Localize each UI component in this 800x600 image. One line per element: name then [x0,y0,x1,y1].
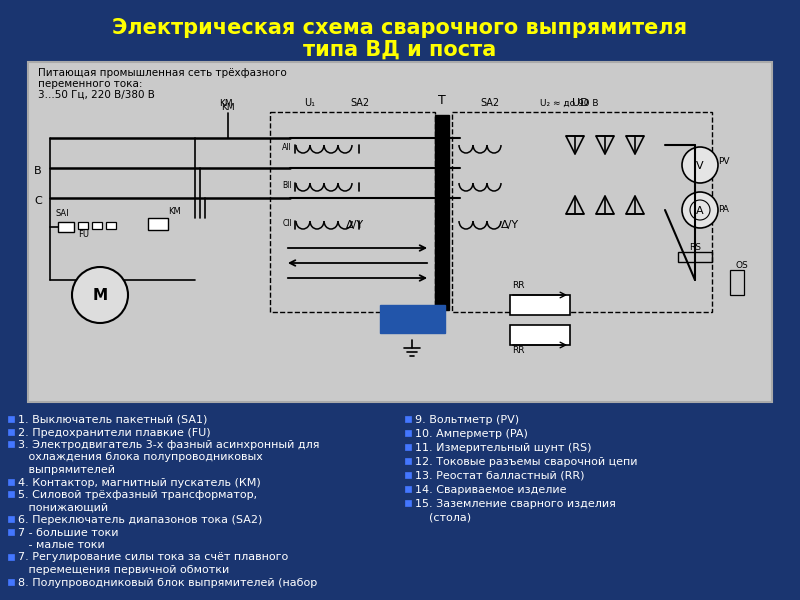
Bar [28,62,772,402]
Text: AII: AII [282,143,292,152]
Text: C: C [34,196,42,206]
Bar [8,491,14,497]
Bar [8,578,14,584]
Text: PA: PA [718,205,729,214]
Bar [8,529,14,535]
Bar [106,222,116,229]
Text: 5. Силовой трёхфазный трансформатор,: 5. Силовой трёхфазный трансформатор, [18,490,257,500]
Text: охлаждения блока полупроводниковых: охлаждения блока полупроводниковых [18,452,263,463]
Bar [92,222,102,229]
Bar [148,218,168,230]
Text: UD: UD [572,98,588,108]
Bar [510,295,570,315]
Bar [405,500,411,506]
Bar [270,112,435,312]
Text: CII: CII [282,220,292,229]
Circle shape [682,147,718,183]
Text: 1. Выключатель пакетный (SA1): 1. Выключатель пакетный (SA1) [18,415,207,425]
Text: 7. Регулирование силы тока за счёт плавного: 7. Регулирование силы тока за счёт плавн… [18,553,288,563]
Bar [405,430,411,436]
Text: Питающая промышленная сеть трёхфазного: Питающая промышленная сеть трёхфазного [38,68,286,78]
Text: U₁: U₁ [305,98,315,108]
Bar [405,458,411,464]
Circle shape [682,192,718,228]
Bar [452,112,712,312]
Bar [405,486,411,492]
Text: OS: OS [735,260,748,269]
Text: Δ/Y: Δ/Y [501,220,519,230]
Bar [8,516,14,522]
Text: 14. Свариваемое изделие: 14. Свариваемое изделие [415,485,566,495]
Text: 7 - большие токи: 7 - большие токи [18,527,118,538]
Text: типа ВД и поста: типа ВД и поста [303,40,497,60]
Text: B: B [34,166,42,176]
Text: 4. Контактор, магнитный пускатель (КМ): 4. Контактор, магнитный пускатель (КМ) [18,478,261,487]
Text: 11. Измерительный шунт (RS): 11. Измерительный шунт (RS) [415,443,591,453]
Bar [58,222,74,232]
Text: M: M [93,289,107,304]
Bar [730,270,744,295]
Bar [78,222,88,229]
Text: 6. Переключатель диапазонов тока (SA2): 6. Переключатель диапазонов тока (SA2) [18,515,262,525]
Bar [8,416,14,422]
Bar [405,472,411,478]
Text: выпрямителей: выпрямителей [18,465,115,475]
Bar [8,479,14,485]
Text: RR: RR [512,281,525,290]
Text: SA2: SA2 [350,98,370,108]
Text: SA2: SA2 [481,98,499,108]
Text: FU: FU [78,230,89,239]
Text: перемещения первичной обмотки: перемещения первичной обмотки [18,565,230,575]
Text: A: A [696,206,704,216]
Text: PV: PV [718,157,730,166]
Text: 15. Заземление сварного изделия: 15. Заземление сварного изделия [415,499,616,509]
Text: KM: KM [168,207,181,216]
Bar [510,325,570,345]
Text: SAI: SAI [56,209,70,218]
Text: KM: KM [221,103,235,112]
Text: переменного тока:: переменного тока: [38,79,142,89]
Text: 13. Реостат балластный (RR): 13. Реостат балластный (RR) [415,471,585,481]
Text: 3...50 Гц, 220 В/380 В: 3...50 Гц, 220 В/380 В [38,90,155,100]
Bar [380,305,445,333]
Text: RS: RS [689,244,701,253]
Text: 9. Вольтметр (PV): 9. Вольтметр (PV) [415,415,519,425]
Bar [405,416,411,422]
Text: 8. Полупроводниковый блок выпрямителей (набор: 8. Полупроводниковый блок выпрямителей (… [18,577,318,587]
Bar [435,115,449,310]
Bar [8,441,14,447]
Bar [8,428,14,434]
Text: Электрическая схема сварочного выпрямителя: Электрическая схема сварочного выпрямите… [113,18,687,38]
Text: T: T [438,94,446,107]
Text: 2. Предохранители плавкие (FU): 2. Предохранители плавкие (FU) [18,427,210,437]
Text: U₂ ≈ до 90 В: U₂ ≈ до 90 В [540,99,598,108]
Text: 12. Токовые разъемы сварочной цепи: 12. Токовые разъемы сварочной цепи [415,457,638,467]
Text: RR: RR [512,346,525,355]
Text: 10. Амперметр (PA): 10. Амперметр (PA) [415,429,528,439]
Text: BII: BII [282,181,292,191]
Text: Δ/Y: Δ/Y [346,220,364,230]
Text: - малые токи: - малые токи [18,540,105,550]
Circle shape [72,267,128,323]
Text: KM: KM [219,99,233,108]
Text: (стола): (стола) [415,513,471,523]
Text: 3. Электродвигатель 3-х фазный асинхронный для: 3. Электродвигатель 3-х фазный асинхронн… [18,440,319,450]
Bar [8,553,14,559]
Text: понижающий: понижающий [18,503,108,512]
Bar [405,444,411,450]
Text: V: V [696,161,704,171]
Bar [678,252,712,262]
